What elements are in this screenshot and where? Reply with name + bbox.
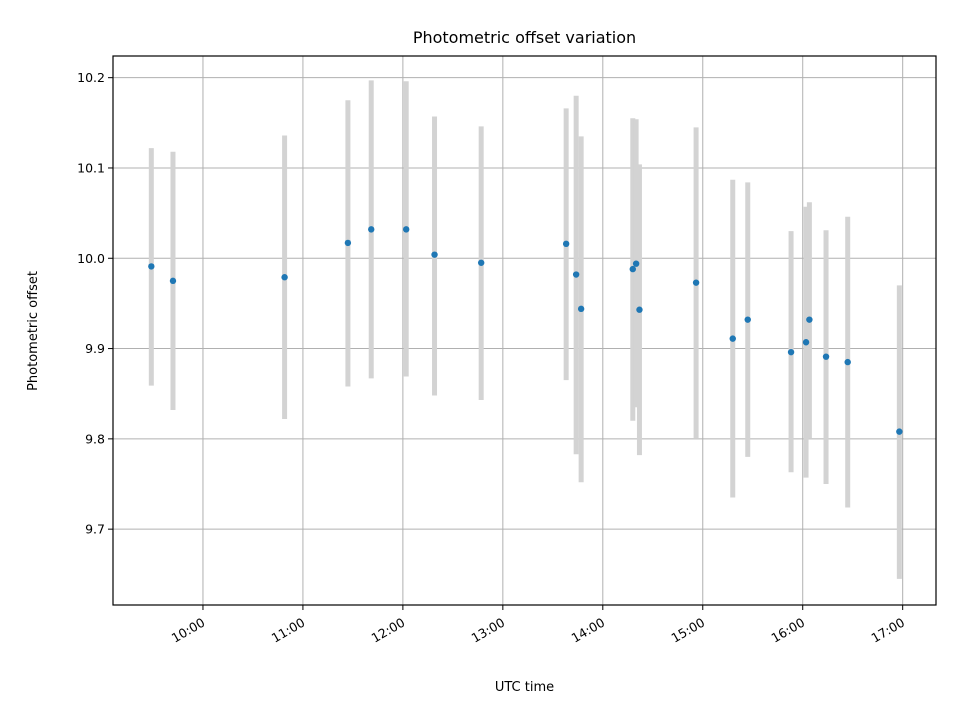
- y-tick-label: 10.0: [77, 251, 105, 266]
- data-point: [572, 271, 580, 278]
- data-point: [787, 348, 795, 356]
- y-tick-label: 9.8: [85, 431, 105, 446]
- data-point: [281, 274, 288, 281]
- y-tick-label: 9.9: [85, 341, 105, 356]
- data-point: [169, 277, 177, 285]
- data-point: [692, 279, 700, 286]
- y-tick-label: 9.7: [85, 522, 105, 537]
- data-point: [896, 428, 903, 435]
- data-point: [822, 353, 830, 360]
- y-tick-label: 10.1: [77, 160, 105, 175]
- data-markers: [148, 226, 903, 435]
- data-point: [344, 239, 352, 247]
- x-axis-label: UTC time: [495, 680, 554, 695]
- data-point: [148, 263, 155, 270]
- y-tick-label: 10.2: [77, 70, 105, 85]
- data-point: [744, 316, 751, 323]
- data-point: [806, 316, 813, 323]
- data-point: [477, 259, 485, 266]
- data-point: [802, 339, 810, 346]
- y-axis-label: Photometric offset: [26, 271, 41, 391]
- chart-title: Photometric offset variation: [413, 28, 636, 47]
- data-point: [844, 358, 851, 366]
- data-point: [636, 306, 643, 313]
- plot-frame: [112, 55, 937, 606]
- data-point: [368, 226, 375, 233]
- data-point: [577, 305, 585, 313]
- data-point: [632, 260, 640, 267]
- data-point: [562, 240, 570, 248]
- grid: [113, 56, 936, 605]
- y-axis-ticks: 9.7 9.8 9.9 10.0 10.1 10.2: [77, 70, 113, 537]
- data-point: [629, 265, 636, 273]
- data-point: [729, 335, 736, 342]
- data-point: [431, 251, 438, 258]
- data-point: [403, 226, 410, 233]
